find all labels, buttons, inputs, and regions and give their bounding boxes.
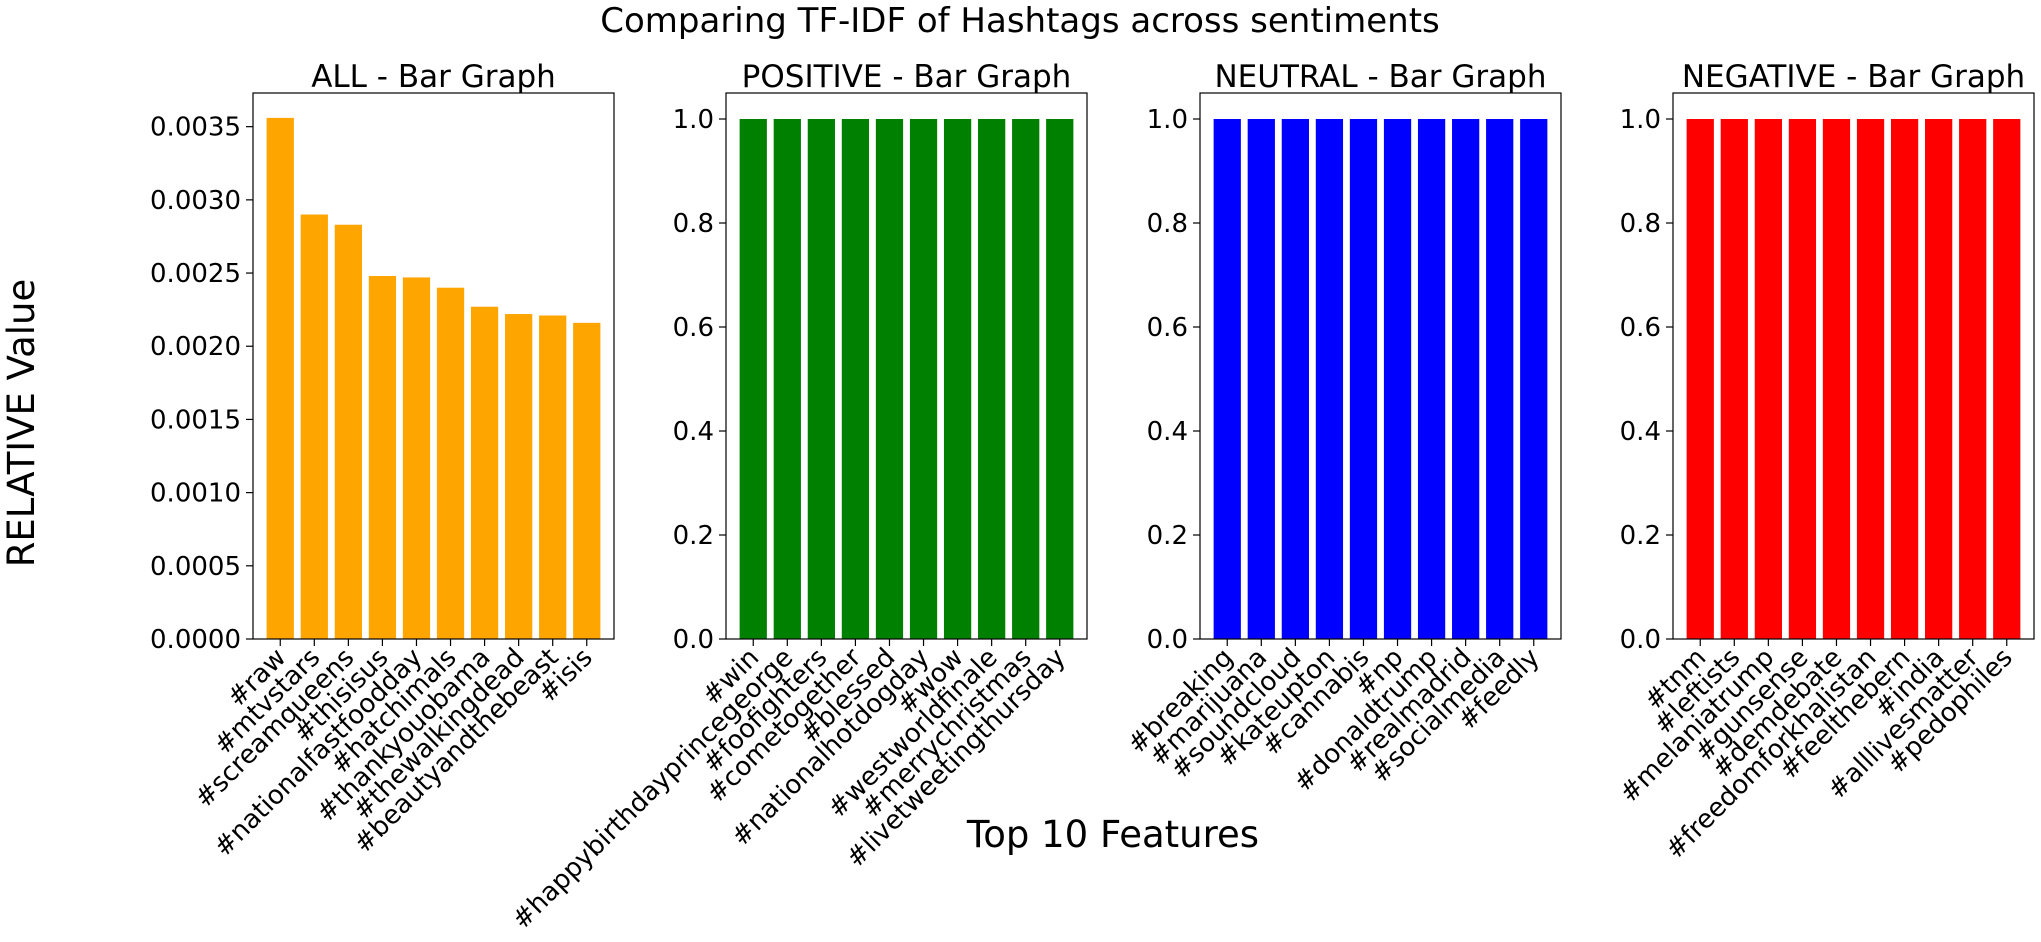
bar-positive-1 xyxy=(739,119,767,639)
bar-positive-2 xyxy=(773,119,801,639)
bar-negative-4 xyxy=(1788,119,1817,639)
bar-negative-6 xyxy=(1856,119,1885,639)
bar-all-1 xyxy=(266,117,294,639)
subplot-title-neutral: NEUTRAL - Bar Graph xyxy=(1214,59,1546,95)
ytick-label-positive-4: 0.8 xyxy=(673,209,714,239)
axes-frame-neutral xyxy=(1199,92,1562,640)
bar-neutral-5 xyxy=(1349,119,1378,639)
ytick-label-all-1: 0.0005 xyxy=(150,552,241,582)
figure-ylabel: RELATIVE Value xyxy=(0,279,43,568)
ytick-label-positive-2: 0.4 xyxy=(673,417,714,447)
bar-all-5 xyxy=(402,277,431,639)
bar-negative-2 xyxy=(1720,119,1748,639)
ytick-label-positive-3: 0.6 xyxy=(673,313,714,343)
bar-all-4 xyxy=(368,275,397,639)
subplot-negative: 0.00.20.40.60.81.0#tnm#leftists#melaniat… xyxy=(1614,59,2035,865)
bar-positive-6 xyxy=(909,119,938,639)
ytick-label-negative-3: 0.6 xyxy=(1620,313,1661,343)
ytick-label-all-2: 0.0010 xyxy=(150,479,241,509)
subplot-all: 0.0000 0.0005 0.0010 0.0015 0.0020 0.0025 0.00… xyxy=(150,59,615,863)
ytick-label-all-0: 0.0000 xyxy=(150,625,241,655)
bar-negative-8 xyxy=(1925,119,1953,639)
ytick-label-all-7: 0.0035 xyxy=(150,113,241,143)
ytick-label-all-6: 0.0030 xyxy=(150,186,241,216)
bar-negative-5 xyxy=(1822,119,1851,639)
bar-neutral-4 xyxy=(1315,119,1344,639)
ytick-label-positive-1: 0.2 xyxy=(673,521,714,551)
bar-positive-10 xyxy=(1046,119,1074,639)
ytick-label-all-5: 0.0025 xyxy=(150,259,241,289)
ytick-label-neutral-2: 0.4 xyxy=(1147,417,1188,447)
bar-neutral-10 xyxy=(1520,119,1548,639)
ytick-label-negative-1: 0.2 xyxy=(1620,521,1661,551)
bar-neutral-6 xyxy=(1383,119,1412,639)
bar-neutral-3 xyxy=(1281,119,1309,639)
ytick-label-positive-5: 1.0 xyxy=(673,105,714,135)
bar-positive-4 xyxy=(841,119,870,639)
bar-all-2 xyxy=(300,214,328,639)
bar-all-10 xyxy=(573,322,601,639)
subplot-title-positive: POSITIVE - Bar Graph xyxy=(742,59,1072,95)
axes-frame-positive xyxy=(725,92,1088,640)
axes-frame-negative xyxy=(1672,92,2035,640)
bar-neutral-8 xyxy=(1452,119,1480,639)
ytick-label-neutral-4: 0.8 xyxy=(1147,209,1188,239)
bar-positive-5 xyxy=(875,119,904,639)
ytick-label-neutral-1: 0.2 xyxy=(1147,521,1188,551)
ytick-label-neutral-3: 0.6 xyxy=(1147,313,1188,343)
bar-all-9 xyxy=(539,315,567,639)
subplot-title-all: ALL - Bar Graph xyxy=(311,59,556,95)
bar-negative-9 xyxy=(1959,119,1987,639)
bar-positive-9 xyxy=(1012,119,1040,639)
figure-suptitle: Comparing TF-IDF of Hashtags across sent… xyxy=(600,1,1440,41)
ytick-label-negative-0: 0.0 xyxy=(1620,625,1661,655)
bar-negative-7 xyxy=(1890,119,1919,639)
bar-positive-8 xyxy=(978,119,1006,639)
ytick-label-all-4: 0.0020 xyxy=(150,332,241,362)
subplot-title-negative: NEGATIVE - Bar Graph xyxy=(1682,59,2025,95)
bar-negative-1 xyxy=(1686,119,1714,639)
bar-neutral-1 xyxy=(1213,119,1241,639)
bar-all-7 xyxy=(470,306,499,639)
figure-xlabel: Top 10 Features xyxy=(966,813,1259,856)
bar-neutral-9 xyxy=(1486,119,1514,639)
ytick-label-negative-4: 0.8 xyxy=(1620,209,1661,239)
bar-all-8 xyxy=(505,314,533,639)
bar-positive-3 xyxy=(807,119,835,639)
ytick-label-negative-5: 1.0 xyxy=(1620,105,1661,135)
bar-negative-3 xyxy=(1754,119,1782,639)
bar-all-6 xyxy=(436,287,465,639)
ytick-label-negative-2: 0.4 xyxy=(1620,417,1661,447)
bar-positive-7 xyxy=(943,119,972,639)
bar-negative-10 xyxy=(1993,119,2021,639)
subplot-neutral: 0.00.20.40.60.81.0#breaking#marijuana#so… xyxy=(1122,59,1562,798)
ytick-label-neutral-0: 0.0 xyxy=(1147,625,1188,655)
subplot-grid: 0.00000.00050.00100.00150.00200.00250.00… xyxy=(150,59,2035,935)
axes-frame-all xyxy=(252,92,615,640)
bar-neutral-7 xyxy=(1417,119,1446,639)
ytick-label-neutral-5: 1.0 xyxy=(1147,105,1188,135)
ytick-label-positive-0: 0.0 xyxy=(673,625,714,655)
bar-all-3 xyxy=(334,224,362,640)
ytick-label-all-3: 0.0015 xyxy=(150,405,241,435)
bar-neutral-2 xyxy=(1247,119,1275,639)
